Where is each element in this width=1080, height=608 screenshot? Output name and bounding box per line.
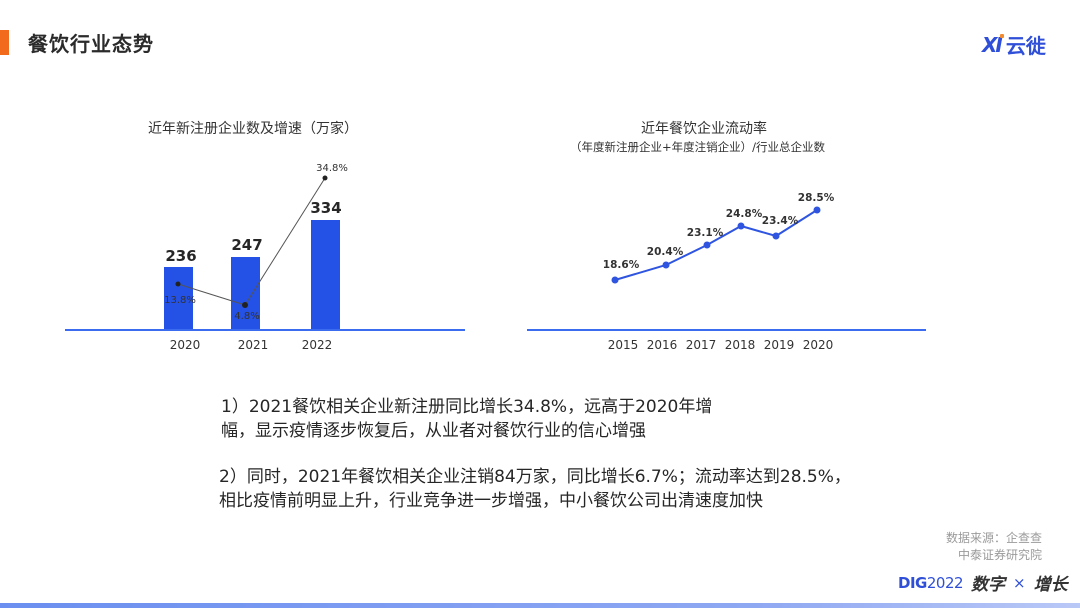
left-chart-title: 近年新注册企业数及增速（万家） <box>148 121 358 137</box>
slogan-left: 数字 <box>971 575 1006 595</box>
brand-mark-icon: XI <box>982 33 1004 57</box>
rate-label-2021: 4.8% <box>234 311 259 322</box>
bar-label-2022: 334 <box>310 199 341 217</box>
title-accent-bar <box>0 30 9 55</box>
rate-label-2020: 13.8% <box>164 295 196 306</box>
point-2: 2）同时，2021年餐饮相关企业注销84万家，同比增长6.7%；流动率达到28.… <box>219 467 851 511</box>
x-tick-2022: 2022 <box>302 338 333 352</box>
point-1: 1）2021餐饮相关企业新注册同比增长34.8%，远高于2020年增 幅，显示疫… <box>221 397 713 441</box>
point-label-2020: 28.5% <box>798 192 835 204</box>
brand-logo: XI 云徙 <box>982 30 1046 59</box>
bar-2022 <box>311 220 340 330</box>
right-chart-subtitle: （年度新注册企业+年度注销企业）/行业总企业数 <box>570 140 826 154</box>
bar-2020 <box>164 267 193 330</box>
x-tick-2019: 2019 <box>764 338 795 352</box>
dig-logo: DIG2022 <box>898 573 964 592</box>
x-tick-2015: 2015 <box>608 338 639 352</box>
bottom-gradient-bar <box>0 603 1080 608</box>
times-icon: × <box>1013 573 1026 592</box>
data-source: 数据来源：企查查 中泰证券研究院 <box>945 531 1042 562</box>
point-label-2017: 23.1% <box>687 227 724 239</box>
point-label-2015: 18.6% <box>603 259 640 271</box>
analysis-text: 1）2021餐饮相关企业新注册同比增长34.8%，远高于2020年增 幅，显示疫… <box>219 395 851 535</box>
point-label-2018: 24.8% <box>726 208 763 220</box>
bar-2021 <box>231 257 260 330</box>
x-tick-2021: 2021 <box>238 338 269 352</box>
point-label-2019: 23.4% <box>762 215 799 227</box>
x-tick-2018: 2018 <box>725 338 756 352</box>
bar-label-2020: 236 <box>165 247 196 265</box>
x-tick-2017: 2017 <box>686 338 717 352</box>
bar-label-2021: 247 <box>231 236 262 254</box>
right-chart: 18.6% 20.4% 23.1% 24.8% 23.4% 28.5% 2015… <box>527 192 926 352</box>
rate-label-2022: 34.8% <box>316 163 348 174</box>
turnover-rate-line <box>614 209 818 281</box>
left-chart: 236 247 334 13.8% 4.8% 34.8% 2020 2021 2… <box>65 163 465 352</box>
event-logo: DIG2022 数字 × 增长 <box>898 570 1068 596</box>
x-tick-2020: 2020 <box>803 338 834 352</box>
x-tick-2020: 2020 <box>170 338 201 352</box>
right-chart-title: 近年餐饮企业流动率 <box>641 121 767 137</box>
point-label-2016: 20.4% <box>647 246 684 258</box>
page-title: 餐饮行业态势 <box>28 32 154 56</box>
slogan-right: 增长 <box>1033 575 1068 595</box>
brand-name: 云徙 <box>1005 34 1046 58</box>
x-tick-2016: 2016 <box>647 338 678 352</box>
